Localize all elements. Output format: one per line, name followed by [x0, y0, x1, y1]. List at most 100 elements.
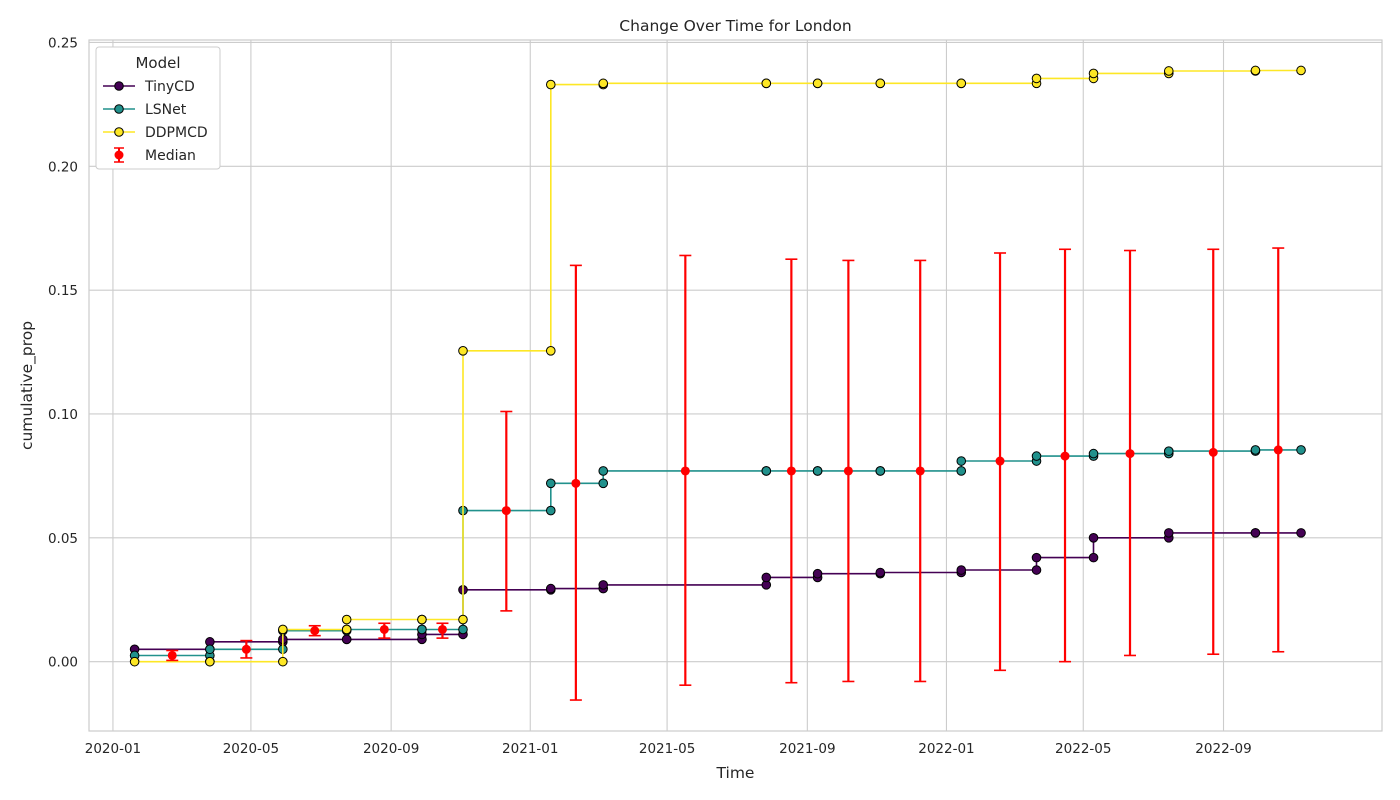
legend-box	[95, 46, 221, 170]
y-tick-label: 0.10	[48, 407, 78, 423]
median-layer	[166, 247, 1285, 701]
data-point-ddpmcd	[875, 78, 886, 89]
data-point-ddpmcd	[341, 624, 352, 635]
data-point-lsnet	[458, 624, 468, 635]
legend-label: Median	[145, 148, 196, 164]
data-point-ddpmcd	[417, 614, 427, 625]
median-marker	[843, 466, 853, 476]
legend-item-ddpmcd: DDPMCD	[103, 125, 208, 141]
data-point-lsnet	[205, 644, 215, 655]
median-point	[994, 252, 1007, 672]
data-point-ddpmcd	[1163, 66, 1174, 76]
data-point-tinycd	[761, 572, 772, 583]
median-point	[1124, 249, 1137, 657]
plot-area	[88, 39, 1383, 732]
data-point-ddpmcd	[278, 656, 288, 667]
median-marker	[571, 478, 581, 488]
data-point-lsnet	[812, 466, 823, 476]
x-tick-label: 2021-09	[779, 741, 835, 757]
data-point-lsnet	[598, 466, 609, 476]
data-point-lsnet	[545, 505, 556, 516]
median-marker	[680, 466, 690, 476]
median-point	[1207, 248, 1220, 656]
median-point	[569, 264, 582, 701]
legend-label: DDPMCD	[145, 125, 208, 141]
data-point-tinycd	[341, 634, 352, 645]
legend: Model TinyCD LSNet DDPMCD Median	[95, 46, 221, 170]
data-point-tinycd	[812, 568, 823, 579]
median-marker	[379, 624, 389, 634]
data-point-ddpmcd	[278, 624, 288, 635]
x-tick-label: 2020-01	[85, 741, 141, 757]
data-point-lsnet	[1088, 448, 1099, 459]
median-marker	[995, 456, 1005, 466]
data-point-ddpmcd	[761, 78, 772, 89]
y-tick-label: 0.15	[48, 283, 78, 299]
legend-title: Model	[135, 54, 180, 72]
median-point	[842, 259, 855, 683]
data-point-ddpmcd	[812, 78, 823, 89]
median-marker	[1273, 445, 1283, 455]
data-point-ddpmcd	[1031, 73, 1042, 84]
series-ddpmcd	[129, 65, 1306, 667]
x-tick-label: 2022-09	[1195, 741, 1251, 757]
median-point	[308, 624, 321, 637]
median-marker	[786, 466, 796, 476]
median-marker	[915, 466, 925, 476]
median-marker	[241, 644, 251, 654]
chart-title: Change Over Time for London	[619, 17, 851, 35]
data-point-tinycd	[875, 567, 886, 578]
data-point-lsnet	[875, 466, 886, 476]
data-point-ddpmcd	[341, 614, 352, 625]
legend-swatch-marker	[114, 81, 124, 91]
median-point	[914, 259, 927, 683]
data-point-tinycd	[598, 580, 609, 590]
data-point-lsnet	[956, 466, 967, 476]
legend-swatch-marker	[114, 127, 124, 137]
median-point	[1059, 248, 1072, 663]
data-point-lsnet	[417, 624, 427, 635]
data-point-ddpmcd	[129, 656, 140, 667]
data-point-ddpmcd	[458, 614, 468, 625]
y-tick-label: 0.00	[48, 655, 78, 671]
data-point-ddpmcd	[545, 79, 556, 90]
median-point	[1272, 247, 1285, 653]
median-marker	[501, 506, 511, 516]
data-point-lsnet	[598, 478, 609, 489]
data-point-tinycd	[1296, 528, 1306, 538]
legend-item-lsnet: LSNet	[103, 102, 187, 118]
legend-items: TinyCD LSNet DDPMCD Median	[103, 79, 208, 164]
data-point-ddpmcd	[1296, 65, 1306, 76]
median-marker	[1060, 451, 1070, 461]
legend-item-median: Median	[114, 147, 196, 164]
median-marker	[437, 624, 447, 634]
x-tick-label: 2020-09	[363, 741, 419, 757]
tick-labels: 2020-01 2020-05 2020-09 2021-01 2021-05 2021-…	[48, 35, 1252, 757]
data-point-lsnet	[1250, 445, 1261, 455]
data-point-tinycd	[1088, 552, 1099, 563]
x-tick-label: 2022-05	[1055, 741, 1111, 757]
data-point-tinycd	[1250, 528, 1261, 538]
median-point	[378, 622, 391, 639]
data-point-ddpmcd	[598, 78, 609, 89]
legend-swatch-marker	[114, 104, 124, 114]
y-axis-label: cumulative_prop	[18, 321, 37, 450]
data-point-tinycd	[1163, 528, 1174, 538]
data-point-ddpmcd	[1250, 65, 1261, 76]
data-point-ddpmcd	[458, 346, 468, 356]
x-axis-label: Time	[716, 764, 755, 782]
x-tick-label: 2021-05	[639, 741, 695, 757]
legend-swatch-marker	[114, 150, 124, 160]
data-point-tinycd	[956, 565, 967, 575]
data-point-lsnet	[761, 466, 772, 476]
y-tick-label: 0.05	[48, 531, 78, 547]
median-point	[500, 410, 513, 612]
median-point	[679, 254, 692, 686]
x-tick-label: 2020-05	[223, 741, 279, 757]
data-point-lsnet	[1296, 445, 1306, 455]
x-tick-label: 2021-01	[502, 741, 558, 757]
data-point-lsnet	[956, 456, 967, 466]
legend-label: LSNet	[145, 102, 187, 118]
x-tick-label: 2022-01	[918, 741, 974, 757]
